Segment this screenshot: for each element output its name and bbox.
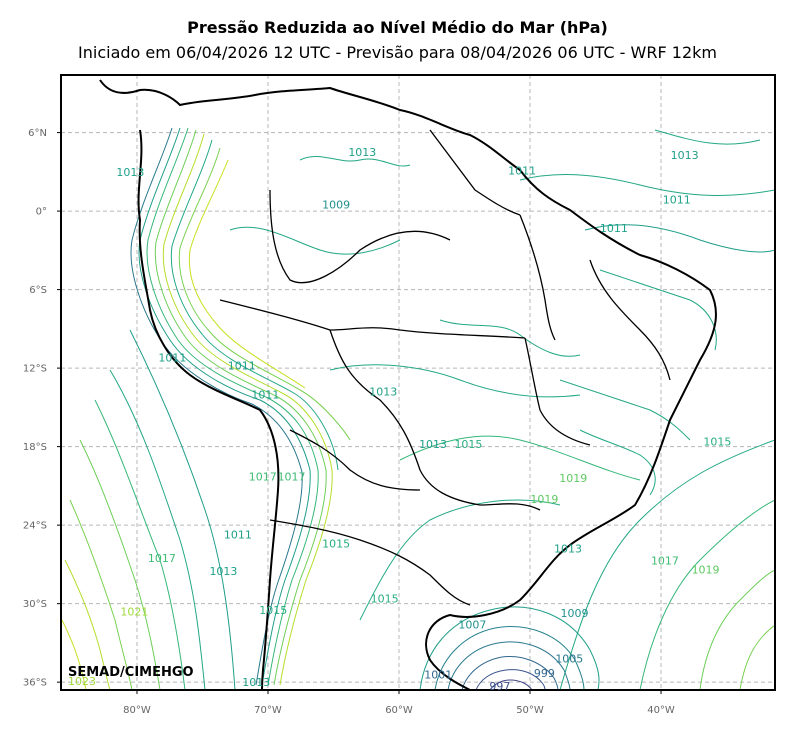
contour-label: 997: [489, 680, 510, 693]
contour-label: 1023: [68, 675, 96, 688]
contour-label: 1011: [663, 193, 691, 206]
lat-tick-label: 18°S: [23, 442, 47, 453]
lat-tick-label: 30°S: [23, 599, 47, 610]
contour-label: 1013: [369, 386, 397, 399]
contour-label: 1017: [249, 471, 277, 484]
contour-label: 1015: [371, 592, 399, 605]
contour-label: 1013: [554, 543, 582, 556]
gridlines: [61, 75, 775, 690]
lon-tick-label: 80°W: [123, 705, 151, 716]
latitude-ticks: 6°N 0° 6°S 12°S 18°S 24°S 30°S 36°S: [23, 128, 61, 689]
lon-tick-label: 50°W: [516, 705, 544, 716]
contour-label: 1013: [348, 146, 376, 159]
longitude-ticks: 80°W 70°W 60°W 50°W 40°W: [123, 690, 675, 716]
contour-label: 1015: [454, 438, 482, 451]
contour-label: 1011: [228, 359, 256, 372]
pressure-contours: [61, 127, 775, 690]
lat-tick-label: 6°S: [29, 285, 47, 296]
contour-label: 1011: [224, 528, 252, 541]
contour-label: 1013: [671, 149, 699, 162]
map-subtitle: Iniciado em 06/04/2026 12 UTC - Previsão…: [78, 43, 717, 62]
contour-label: 1007: [458, 619, 486, 632]
lon-tick-label: 60°W: [385, 705, 413, 716]
contour-label: 1015: [322, 537, 350, 550]
lat-tick-label: 0°: [36, 207, 47, 218]
contour-label: 1009: [322, 199, 350, 212]
contour-label: 1011: [508, 165, 536, 178]
lat-tick-label: 36°S: [23, 678, 47, 689]
contour-label: 1013: [116, 166, 144, 179]
contour-label: 999: [534, 667, 555, 680]
contour-label: 1015: [259, 604, 287, 617]
contour-label: 1013: [242, 676, 270, 689]
map-frame: [60, 74, 776, 691]
lon-tick-label: 70°W: [254, 705, 282, 716]
contour-label: 1015: [703, 435, 731, 448]
contour-label: 1013: [419, 438, 447, 451]
contour-label: 1001: [424, 668, 452, 681]
contour-label: 1017: [148, 552, 176, 565]
contour-label: 1017: [651, 554, 679, 567]
contour-label: 1011: [251, 388, 279, 401]
contour-label: 1009: [561, 607, 589, 620]
contour-label: 1013: [209, 565, 237, 578]
contour-label: 1011: [158, 352, 186, 365]
lat-tick-label: 24°S: [23, 521, 47, 532]
lat-tick-label: 6°N: [28, 128, 47, 139]
map-title: Pressão Reduzida ao Nível Médio do Mar (…: [187, 18, 608, 37]
contour-label: 1011: [600, 222, 628, 235]
lon-tick-label: 40°W: [647, 705, 675, 716]
lat-tick-label: 12°S: [23, 364, 47, 375]
contour-label: 1005: [555, 653, 583, 666]
contour-label: 1019: [559, 472, 587, 485]
contour-label: 1017: [278, 471, 306, 484]
contour-label: 1019: [530, 493, 558, 506]
coastline: [99, 79, 717, 690]
contour-labels: 1013 1013 1011 1011 1011 1009 1013 1011 1011 1011…: [68, 146, 731, 693]
contour-label: 1021: [120, 605, 148, 618]
country-borders: [219, 129, 671, 606]
contour-label: 1019: [692, 564, 720, 577]
credit-text: SEMAD/CIMEHGO: [68, 665, 194, 680]
